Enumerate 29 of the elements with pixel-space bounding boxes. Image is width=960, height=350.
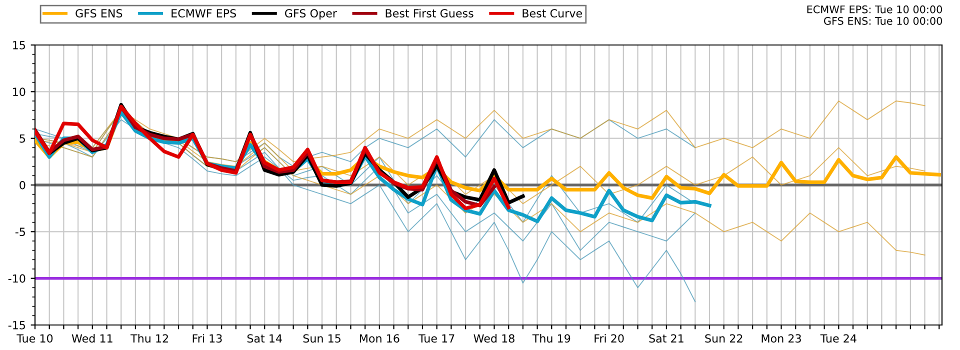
x-tick-label: Mon 16 [360,334,400,343]
x-tick-label: Fri 20 [594,334,624,343]
text: ECMWF EPS: Tue 10 00:00 [807,5,942,14]
legend-label: Best Curve [522,9,582,18]
x-tick-label: Sun 22 [705,334,742,343]
x-tick-label: Sun 15 [303,334,340,343]
x-tick-label: Thu 12 [130,334,168,343]
x-tick-label: Wed 11 [72,334,112,343]
x-tick-label: Wed 18 [474,334,514,343]
text: GFS ENS: Tue 10 00:00 [824,16,942,25]
legend-label: GFS Oper [285,9,337,20]
y-tick-label: 10 [13,88,26,96]
legend-label: Best First Guess [386,8,474,18]
y-tick-label: 5 [20,134,25,143]
x-tick-label: Tue 17 [418,334,454,343]
y-tick-label: 15 [13,41,25,50]
legend-label: GFS ENS [76,9,122,18]
x-tick-label: Sat 21 [649,334,684,343]
x-tick-label: Mon 23 [762,334,801,343]
x-tick-label: Fri 13 [192,334,222,343]
x-tick-label: Tue 10 [16,334,53,343]
y-tick-label: -5 [15,228,25,236]
y-tick-label: 0 [20,180,26,190]
x-tick-label: Thu 19 [532,334,570,343]
y-tick-label: -10 [8,274,26,283]
y-tick-label: -15 [8,321,25,330]
legend-label: ECMWF EPS [172,9,236,18]
x-tick-label: Tue 24 [820,334,856,343]
x-tick-label: Sat 14 [247,334,282,343]
